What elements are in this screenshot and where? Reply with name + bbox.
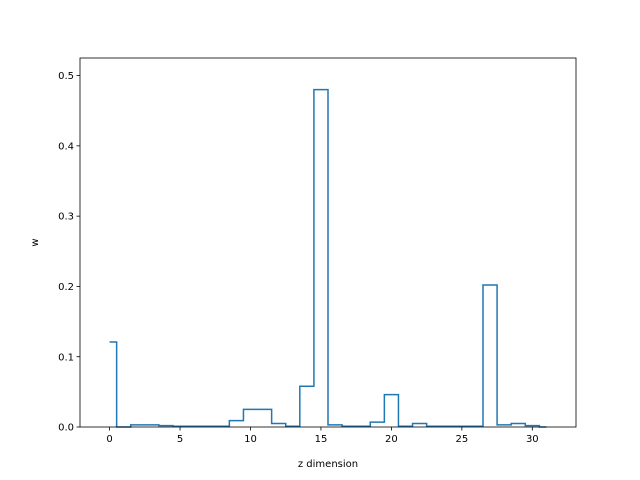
x-tick-label: 30 bbox=[526, 434, 539, 445]
y-tick-label: 0.4 bbox=[58, 141, 74, 152]
x-tick-label: 20 bbox=[385, 434, 398, 445]
x-tick-label: 5 bbox=[177, 434, 183, 445]
x-axis-label: z dimension bbox=[298, 459, 358, 470]
series-step-line-0 bbox=[109, 88, 547, 428]
y-tick-label: 0.1 bbox=[58, 352, 74, 363]
axes-frame bbox=[79, 57, 577, 428]
x-tick-label: 25 bbox=[455, 434, 468, 445]
y-axis-label: w bbox=[30, 238, 41, 246]
y-tick-label: 0.0 bbox=[58, 423, 74, 434]
axes-border bbox=[79, 57, 577, 428]
plot-layer bbox=[109, 88, 547, 428]
x-tick-label: 0 bbox=[106, 434, 112, 445]
y-tick-label: 0.3 bbox=[58, 212, 74, 223]
tick-layer: 0 5 10 15 20 25 30 0.0 0.1 0.2 0.3 0.4 0.5 bbox=[58, 71, 539, 445]
y-tick-label: 0.5 bbox=[58, 71, 74, 82]
x-tick-label: 15 bbox=[315, 434, 328, 445]
x-tick-label: 10 bbox=[244, 434, 257, 445]
y-tick-label: 0.2 bbox=[58, 282, 74, 293]
